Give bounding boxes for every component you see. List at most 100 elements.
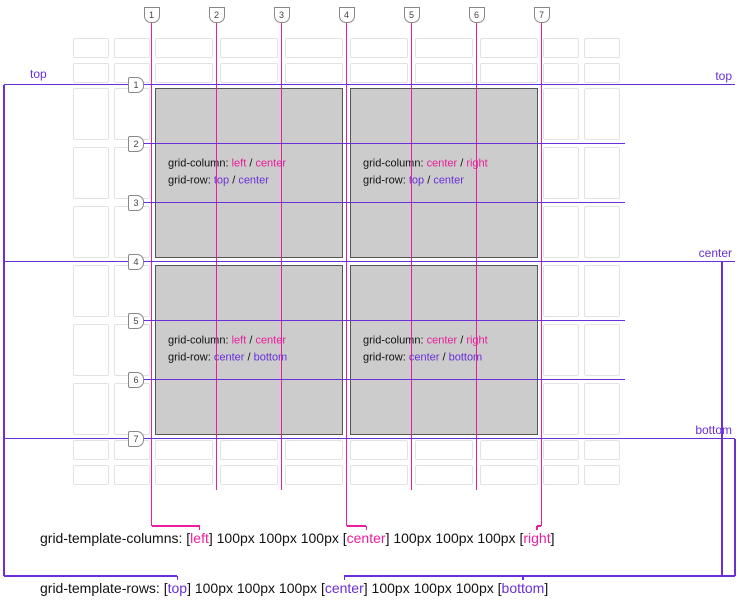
bg-tile [415, 465, 473, 485]
col-pin-6: 7 [534, 7, 550, 23]
bg-tile [480, 63, 538, 83]
bg-tile [114, 383, 150, 435]
row-pin-3: 4 [128, 254, 144, 270]
bg-tile [73, 440, 109, 460]
col-line-6 [541, 23, 542, 526]
bg-tile [350, 63, 408, 83]
bg-tile [584, 440, 620, 460]
bg-tile [415, 38, 473, 58]
row-label-top: top [715, 69, 732, 83]
bg-tile [543, 324, 579, 376]
grid-panel-2: grid-column: left / centergrid-row: cent… [155, 265, 343, 435]
bg-tile [73, 88, 109, 140]
conn-col-center [347, 525, 367, 526]
row-pin-5: 6 [128, 372, 144, 388]
bg-tile [543, 38, 579, 58]
bg-tile [285, 440, 343, 460]
row-pin-1: 2 [128, 136, 144, 152]
bg-tile [584, 265, 620, 317]
row-line-1 [144, 143, 625, 144]
bg-tile [155, 465, 213, 485]
bg-tile [543, 440, 579, 460]
bg-tile [543, 147, 579, 199]
conn-row-center-v [721, 262, 722, 577]
bg-tile [584, 88, 620, 140]
bg-tile [73, 206, 109, 258]
bg-tile [73, 324, 109, 376]
col-pin-5: 6 [469, 7, 485, 23]
bg-tile [114, 147, 150, 199]
bg-tile [73, 63, 109, 83]
col-pin-1: 2 [209, 7, 225, 23]
bg-tile [73, 383, 109, 435]
conn-row-bottom-v2 [522, 576, 523, 580]
bg-tile [584, 324, 620, 376]
row-pin-0: 1 [128, 77, 144, 93]
grid-panel-0: grid-column: left / centergrid-row: top … [155, 88, 343, 258]
bg-tile [543, 63, 579, 83]
bg-tile [155, 63, 213, 83]
conn-col-v-center [366, 526, 367, 530]
bg-tile [543, 265, 579, 317]
bg-tile [220, 63, 278, 83]
bg-tile [220, 440, 278, 460]
conn-col-v-left [199, 526, 200, 530]
bg-tile [350, 38, 408, 58]
bg-tile [350, 465, 408, 485]
bg-tile [285, 63, 343, 83]
bg-tile [584, 63, 620, 83]
row-pin-2: 3 [128, 195, 144, 211]
bg-tile [73, 38, 109, 58]
col-pin-4: 5 [404, 7, 420, 23]
bg-tile [220, 465, 278, 485]
row-pin-6: 7 [128, 431, 144, 447]
template-rows-code: grid-template-rows: [top] 100px 100px 10… [40, 580, 548, 596]
conn-col-right [537, 525, 542, 526]
col-line-3 [346, 23, 347, 526]
bg-tile [543, 206, 579, 258]
bg-tile [155, 440, 213, 460]
bg-tile [73, 465, 109, 485]
bg-tile [114, 324, 150, 376]
conn-col-left [152, 525, 200, 526]
bg-tile [584, 465, 620, 485]
col-pin-0: 1 [144, 7, 160, 23]
bg-tile [155, 38, 213, 58]
template-columns-code: grid-template-columns: [left] 100px 100p… [40, 530, 554, 546]
grid-panel-3: grid-column: center / rightgrid-row: cen… [350, 265, 538, 435]
col-line-4 [411, 23, 412, 490]
bg-tile [114, 265, 150, 317]
bg-tile [114, 465, 150, 485]
bg-tile [584, 383, 620, 435]
bg-tile [114, 88, 150, 140]
conn-row-bottom-h [523, 575, 735, 576]
conn-row-top-h [4, 575, 177, 576]
conn-row-bottom-v [734, 439, 735, 577]
bg-tile [543, 383, 579, 435]
row-line-6 [4, 438, 735, 439]
bg-tile [114, 206, 150, 258]
bg-tile [415, 63, 473, 83]
bg-tile [350, 440, 408, 460]
bg-tile [543, 88, 579, 140]
bg-tile [584, 147, 620, 199]
row-line-4 [144, 320, 625, 321]
conn-col-v-right [536, 526, 537, 530]
grid-panel-1: grid-column: center / rightgrid-row: top… [350, 88, 538, 258]
row-line-5 [144, 379, 625, 380]
bg-tile [415, 440, 473, 460]
col-line-2 [281, 23, 282, 490]
bg-tile [73, 265, 109, 317]
bg-tile [584, 38, 620, 58]
row-pin-4: 5 [128, 313, 144, 329]
row-line-0 [4, 84, 735, 85]
col-line-1 [216, 23, 217, 490]
bg-tile [114, 38, 150, 58]
col-line-5 [476, 23, 477, 490]
bg-tile [480, 38, 538, 58]
bg-tile [480, 465, 538, 485]
bg-tile [480, 440, 538, 460]
conn-row-top-v [3, 85, 4, 577]
row-label-top-left: top [30, 67, 47, 81]
bg-tile [73, 147, 109, 199]
